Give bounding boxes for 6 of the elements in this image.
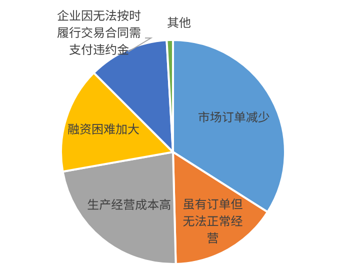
slice-label: 虽有订单但无法正常经营 bbox=[182, 197, 243, 246]
slice-label: 生产经营成本高 bbox=[87, 198, 172, 212]
slice-label: 融资困难加大 bbox=[68, 122, 140, 136]
slice-label: 企业因无法按时履行交易合同需支付违约金 bbox=[56, 9, 142, 58]
slice-label: 市场订单减少 bbox=[198, 110, 270, 125]
slice-label: 其他 bbox=[166, 16, 192, 30]
